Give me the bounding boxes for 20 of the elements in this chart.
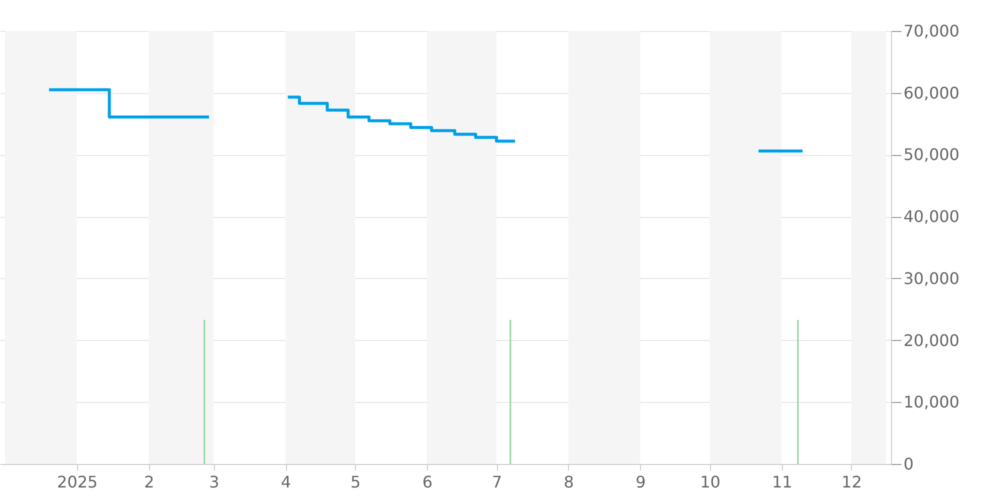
x-tick-label: 7 [492, 472, 502, 492]
x-tick-label: 2025 [57, 472, 98, 492]
x-tick-label: 8 [564, 472, 574, 492]
x-tick-label: 2 [144, 472, 154, 492]
x-tick-label: 12 [842, 472, 862, 492]
y-tick-label: 60,000 [904, 83, 960, 102]
y-tick-label: 10,000 [904, 392, 960, 412]
y-tick-label: 70,000 [904, 22, 960, 40]
x-tick-label: 10 [700, 472, 720, 492]
x-tick-label: 6 [422, 472, 433, 492]
x-tick-label: 3 [209, 472, 220, 492]
x-tick-label: 11 [772, 472, 792, 492]
y-tick-label: 0 [904, 454, 914, 474]
x-tick-label: 5 [350, 472, 361, 492]
y-tick-label: 30,000 [904, 268, 960, 288]
y-tick-label: 50,000 [904, 145, 960, 164]
x-tick-label: 4 [280, 472, 292, 492]
x-tick-label: 9 [636, 472, 646, 492]
y-tick-label: 20,000 [904, 330, 960, 350]
y-tick-label: 40,000 [904, 207, 960, 226]
